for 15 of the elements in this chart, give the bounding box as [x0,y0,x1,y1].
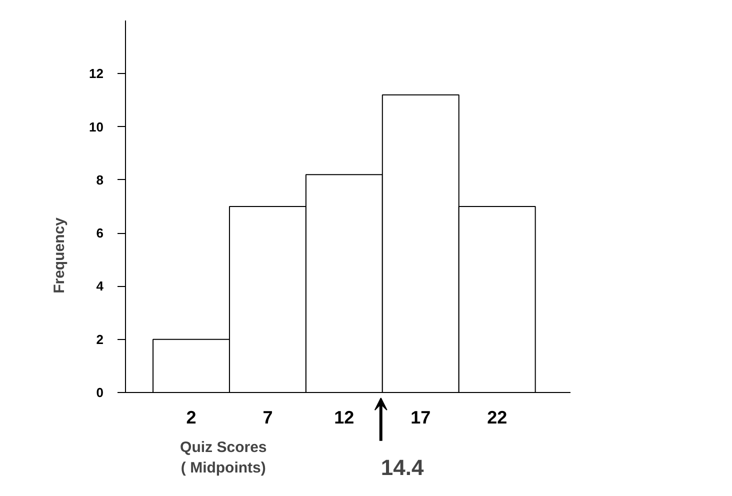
x-tick-label: 2 [186,408,196,428]
y-tick-label: 12 [89,66,104,82]
y-tick-label: 8 [96,172,104,188]
y-tick-label: 4 [96,278,104,294]
y-axis-title: Frequency [51,216,68,294]
y-tick-label: 2 [96,332,104,347]
x-tick-label: 22 [487,408,508,428]
x-tick-label: 17 [410,408,431,428]
y-tick-label: 0 [96,385,104,400]
y-tick-label: 6 [96,226,104,241]
annotation: 14.4 [380,454,424,480]
x-tick-label: 12 [334,408,354,428]
y-tick-label: 10 [89,119,104,134]
x-tick-label: 7 [262,408,273,428]
x-axis-title: Quiz Scores ( Midpoints) [180,438,267,476]
